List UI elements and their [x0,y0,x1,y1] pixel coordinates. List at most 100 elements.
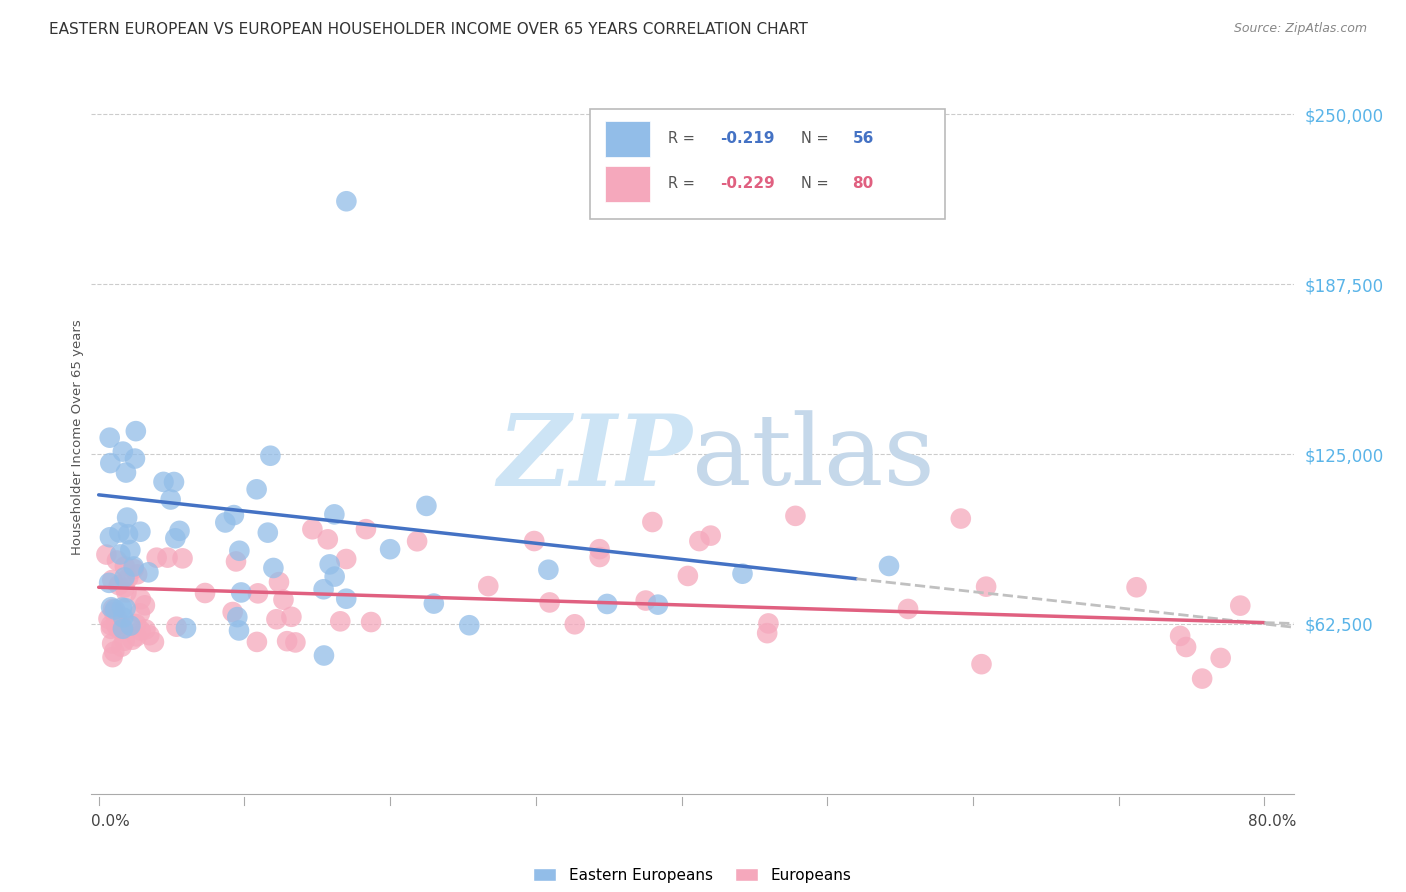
Point [125,629,148,643]
Point [1125,580,1147,594]
Point [647,598,669,612]
Point [110,548,132,562]
Point [122,559,145,574]
Point [214,516,236,530]
Point [152,475,174,489]
Point [877,558,900,573]
Point [114,580,136,594]
Point [138,628,160,642]
Point [125,617,148,632]
Point [1229,599,1251,613]
Point [1191,672,1213,686]
Point [266,612,288,626]
Point [100,622,122,636]
Bar [605,166,651,202]
Text: EASTERN EUROPEAN VS EUROPEAN HOUSEHOLDER INCOME OVER 65 YEARS CORRELATION CHART: EASTERN EUROPEAN VS EUROPEAN HOUSEHOLDER… [49,22,808,37]
Point [596,597,619,611]
Point [276,634,298,648]
Text: ZIP: ZIP [498,410,692,507]
Legend: Eastern Europeans, Europeans: Eastern Europeans, Europeans [533,868,852,882]
Point [114,633,136,648]
Point [117,571,139,585]
Point [115,585,138,599]
Point [127,567,149,582]
Point [280,609,302,624]
Point [98,530,121,544]
Point [107,578,129,592]
Point [142,635,165,649]
Point [284,635,307,649]
Text: R =: R = [668,177,700,191]
Point [169,524,191,538]
Text: N =: N = [800,177,832,191]
Point [114,570,136,584]
Point [124,451,146,466]
Point [273,592,295,607]
Point [785,508,807,523]
Text: atlas: atlas [692,410,935,507]
Point [120,618,142,632]
Text: 80.0%: 80.0% [1249,814,1296,829]
Point [564,617,586,632]
Point [165,620,187,634]
Point [1175,640,1198,654]
Point [228,543,250,558]
Point [114,601,136,615]
Point [949,511,972,525]
Point [101,601,124,615]
Point [641,515,664,529]
Point [221,605,243,619]
Point [165,531,187,545]
Point [129,607,152,621]
Point [117,527,139,541]
Point [758,616,780,631]
Point [354,522,377,536]
Point [98,431,121,445]
Point [115,466,138,480]
Point [262,561,284,575]
Point [138,566,160,580]
Point [1168,629,1191,643]
Point [335,552,357,566]
Point [312,648,335,663]
Point [174,621,197,635]
Point [970,657,993,672]
Point [98,575,121,590]
Point [105,611,128,625]
Point [120,543,142,558]
Point [246,635,269,649]
Point [122,562,145,576]
Point [231,585,253,599]
Point [129,524,152,539]
Point [101,573,124,587]
Point [246,586,269,600]
Point [172,551,194,566]
Point [312,582,335,597]
Text: -0.219: -0.219 [720,131,775,146]
Point [107,621,129,635]
Point [111,622,134,636]
Point [323,508,346,522]
Point [111,444,134,458]
Point [129,624,152,638]
Point [360,615,382,629]
Point [100,600,122,615]
Point [316,533,339,547]
Point [323,569,346,583]
Point [112,610,135,624]
Point [406,534,429,549]
Y-axis label: Householder Income Over 65 years: Householder Income Over 65 years [72,319,84,555]
Text: 56: 56 [852,131,873,146]
Point [537,563,560,577]
Point [134,623,156,637]
Point [676,569,699,583]
Point [335,591,357,606]
Point [114,559,136,574]
Text: N =: N = [800,131,832,146]
Point [228,624,250,638]
Point [111,600,134,615]
Point [105,553,128,567]
Text: -0.229: -0.229 [720,177,775,191]
Point [121,632,143,647]
Point [97,612,120,626]
